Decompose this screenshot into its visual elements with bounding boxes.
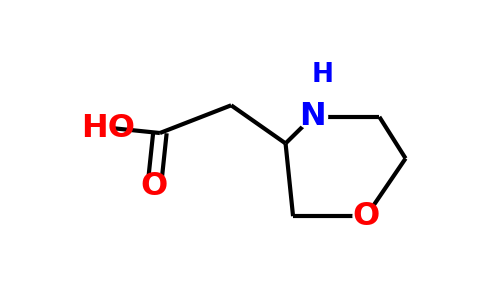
Ellipse shape	[298, 104, 328, 130]
Text: O: O	[352, 201, 380, 232]
Text: O: O	[141, 171, 168, 202]
Text: H: H	[312, 62, 334, 88]
Ellipse shape	[353, 203, 379, 229]
Text: HO: HO	[81, 113, 135, 144]
Ellipse shape	[141, 173, 167, 199]
Text: N: N	[299, 101, 326, 132]
